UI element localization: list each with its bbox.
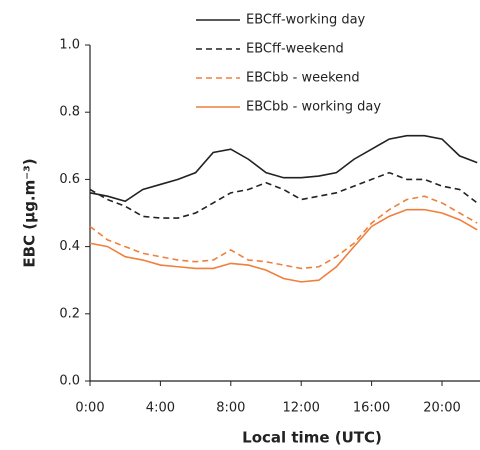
x-tick-label: 0:00 bbox=[75, 401, 104, 416]
y-tick-label: 0.0 bbox=[59, 374, 80, 389]
series-line bbox=[89, 208, 478, 283]
legend-label: EBCbb - weekend bbox=[246, 71, 360, 86]
series-line bbox=[89, 134, 478, 203]
series-line bbox=[89, 171, 478, 219]
x-axis-label: Local time (UTC) bbox=[242, 429, 382, 447]
legend-label: EBCff-working day bbox=[246, 13, 366, 28]
y-tick-label: 0.8 bbox=[59, 105, 80, 120]
y-axis-label: EBC (μg.m⁻³) bbox=[21, 158, 39, 267]
x-tick-label: 4:00 bbox=[146, 401, 175, 416]
x-tick-label: 20:00 bbox=[423, 401, 460, 416]
series-line bbox=[89, 195, 478, 270]
legend-label: EBCbb - working day bbox=[246, 100, 381, 115]
y-tick-label: 0.2 bbox=[59, 306, 80, 321]
x-tick-label: 12:00 bbox=[282, 401, 319, 416]
y-tick-label: 0.6 bbox=[59, 172, 80, 187]
x-tick-label: 16:00 bbox=[353, 401, 390, 416]
legend-label: EBCff-weekend bbox=[246, 42, 344, 57]
x-tick-label: 8:00 bbox=[216, 401, 245, 416]
y-tick-label: 1.0 bbox=[59, 38, 80, 53]
y-tick-label: 0.4 bbox=[59, 239, 80, 254]
